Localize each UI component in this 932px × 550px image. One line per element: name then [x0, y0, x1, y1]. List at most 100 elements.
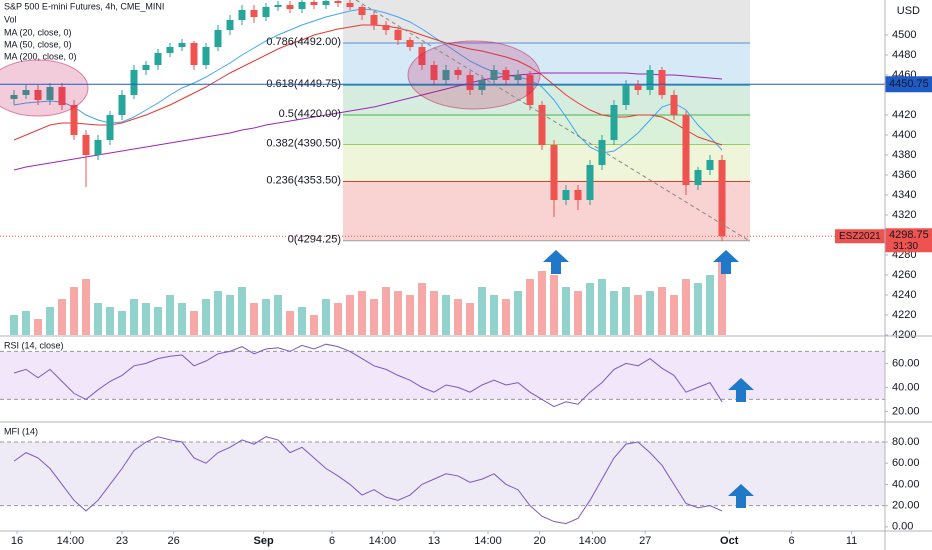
candle-body: [622, 85, 630, 105]
volume-bar: [82, 279, 90, 335]
candle-body: [610, 105, 618, 140]
volume-bar: [322, 299, 330, 335]
moving-average: [13, 72, 723, 171]
volume-bar: [478, 287, 486, 335]
volume-bar: [622, 287, 630, 335]
candle-body: [538, 105, 546, 145]
volume-bar: [658, 287, 666, 335]
y-tick-label: 40.00: [892, 381, 920, 393]
candle-body: [178, 43, 186, 47]
volume-bar: [10, 315, 18, 335]
volume-bar: [670, 295, 678, 335]
x-tick-label: 26: [167, 535, 179, 547]
x-tick-label: 14:00: [474, 535, 502, 547]
volume-bar: [610, 291, 618, 335]
volume-bar: [394, 291, 402, 335]
volume-bar: [706, 275, 714, 335]
chart-title: S&P 500 E-mini Futures, 4h, CME_MINI: [4, 1, 164, 11]
candle-body: [70, 105, 78, 135]
volume-bar: [142, 303, 150, 335]
candle-body: [262, 7, 270, 17]
arrow: [728, 484, 754, 508]
y-tick-label: 4220: [892, 309, 916, 321]
candle-body: [454, 70, 462, 75]
volume-bar: [22, 311, 30, 335]
volume-bar: [274, 295, 282, 335]
volume-bar: [106, 307, 114, 335]
candle-body: [58, 87, 66, 105]
y-tick-label: 4360: [892, 169, 916, 181]
candle-body: [562, 190, 570, 200]
candle-body: [82, 135, 90, 155]
volume-bar: [370, 299, 378, 335]
volume-bar: [166, 295, 174, 335]
candle-body: [406, 40, 414, 47]
y-tick-label: 4260: [892, 269, 916, 281]
arrow: [543, 250, 569, 274]
y-tick-label: 60.00: [892, 457, 920, 469]
volume-bar: [94, 303, 102, 335]
candle-body: [130, 70, 138, 95]
candle-body: [346, 3, 354, 7]
candle-body: [430, 65, 438, 80]
candle-body: [358, 7, 366, 15]
volume-bar: [118, 311, 126, 335]
volume-bar: [634, 295, 642, 335]
candle-body: [682, 115, 690, 185]
x-tick-label: 16: [11, 535, 23, 547]
x-tick-label: 6: [789, 535, 795, 547]
background: [0, 0, 885, 507]
volume-bar: [298, 307, 306, 335]
candle-body: [514, 75, 522, 80]
y-tick-label: 4380: [892, 149, 916, 161]
volume-bar: [454, 299, 462, 335]
volume-bar: [466, 303, 474, 335]
volume-bar: [418, 283, 426, 335]
fib-label: 0.236(4353.50): [266, 174, 341, 186]
candle-body: [586, 165, 594, 200]
pane-title: MFI (14): [4, 426, 38, 436]
volume-bar: [250, 303, 258, 335]
candle-body: [334, 1, 342, 3]
y-tick-label: 4420: [892, 109, 916, 121]
legend-entry: Vol: [4, 14, 17, 24]
arrows: [543, 250, 754, 508]
volume-bar: [502, 299, 510, 335]
x-tick-label: 27: [639, 535, 651, 547]
volume-bar: [514, 291, 522, 335]
x-tick-label: 14:00: [369, 535, 397, 547]
candle-body: [34, 90, 42, 100]
candle-body: [94, 140, 102, 155]
x-tick-label: 6: [329, 535, 335, 547]
x-tick-label: Sep: [254, 535, 274, 547]
volume-bar: [382, 287, 390, 335]
candle-body: [646, 70, 654, 90]
candle-body: [166, 47, 174, 53]
y-tick-label: 4320: [892, 209, 916, 221]
band: [0, 351, 885, 400]
price-tag: [885, 228, 932, 253]
fib-label: 0.786(4492.00): [266, 36, 341, 48]
y-tick-label: 20.00: [892, 500, 920, 512]
oscillator-line: [13, 343, 723, 408]
candle-body: [502, 70, 510, 80]
candle-body: [574, 190, 582, 200]
volume-bar: [202, 299, 210, 335]
x-tick-label: 20: [533, 535, 545, 547]
candle-body: [478, 80, 486, 90]
volume-bar: [646, 291, 654, 335]
fib-zone: [343, 0, 750, 43]
arrow: [713, 250, 739, 274]
fib-label: 0(4294.25): [288, 234, 341, 246]
volume-bar: [598, 279, 606, 335]
price-tag-label: 4298.75: [889, 229, 929, 241]
x-tick-label: 14:00: [579, 535, 607, 547]
fib-zone: [343, 144, 750, 182]
plot: [10, 0, 726, 525]
candle-body: [298, 2, 306, 9]
volume-bar: [346, 295, 354, 335]
candle-body: [274, 5, 282, 7]
fib-label: 0.382(4390.50): [266, 137, 341, 149]
candle-body: [382, 25, 390, 30]
y-tick-label: 4340: [892, 189, 916, 201]
